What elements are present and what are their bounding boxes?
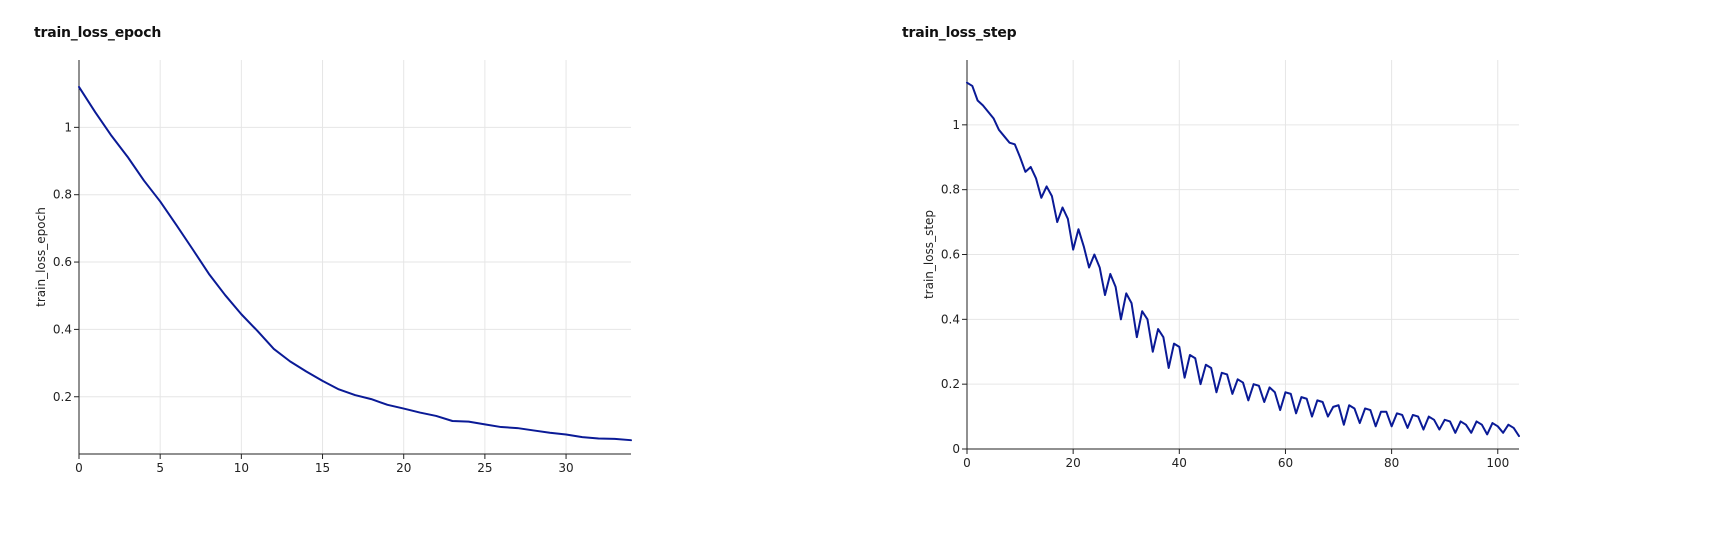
y-tick-label: 0.4 — [53, 322, 72, 336]
x-tick-label: 10 — [234, 461, 249, 475]
y-tick-label: 1 — [952, 118, 960, 132]
y-tick-label: 0.8 — [941, 183, 960, 197]
series-line[interactable] — [78, 85, 632, 442]
y-tick-label: 0.2 — [941, 377, 960, 391]
x-tick-label: 15 — [315, 461, 330, 475]
x-tick-label: 80 — [1384, 456, 1399, 470]
y-tick-label: 0.2 — [53, 390, 72, 404]
series-line[interactable] — [966, 81, 1520, 438]
x-tick-label: 20 — [1066, 456, 1081, 470]
chart-title: train_loss_epoch — [34, 25, 162, 41]
y-axis-title: train_loss_step — [922, 210, 936, 299]
y-tick-label: 1 — [64, 120, 72, 134]
chart-panel-train-loss-step: train_loss_step 0 20 40 60 80 100 0 0.2 0.4 0.6 0.… — [868, 0, 1736, 556]
chart-panel-train-loss-epoch: train_loss_epoch 0 5 10 15 20 25 30 0.2 0.4 0.6 0.… — [0, 0, 868, 556]
y-tick-label: 0.6 — [941, 248, 960, 262]
chart-title: train_loss_step — [902, 25, 1017, 41]
line-chart-train-loss-step[interactable]: 0 20 40 60 80 100 0 0.2 0.4 0.6 0.8 1 train_loss_ste… — [868, 0, 1736, 556]
x-tick-label: 60 — [1278, 456, 1293, 470]
x-tick-label: 100 — [1486, 456, 1509, 470]
y-tick-label: 0 — [952, 442, 960, 456]
x-tick-label: 30 — [558, 461, 573, 475]
x-tick-label: 25 — [477, 461, 492, 475]
line-chart-train-loss-epoch[interactable]: 0 5 10 15 20 25 30 0.2 0.4 0.6 0.8 1 train_loss_epoc… — [0, 0, 868, 556]
x-tick-label: 5 — [156, 461, 164, 475]
x-tick-label: 40 — [1172, 456, 1187, 470]
y-tick-label: 0.6 — [53, 255, 72, 269]
y-tick-label: 0.4 — [941, 312, 960, 326]
y-axis-title: train_loss_epoch — [34, 207, 48, 307]
x-tick-label: 0 — [963, 456, 971, 470]
x-tick-label: 0 — [75, 461, 83, 475]
y-tick-label: 0.8 — [53, 188, 72, 202]
x-tick-label: 20 — [396, 461, 411, 475]
